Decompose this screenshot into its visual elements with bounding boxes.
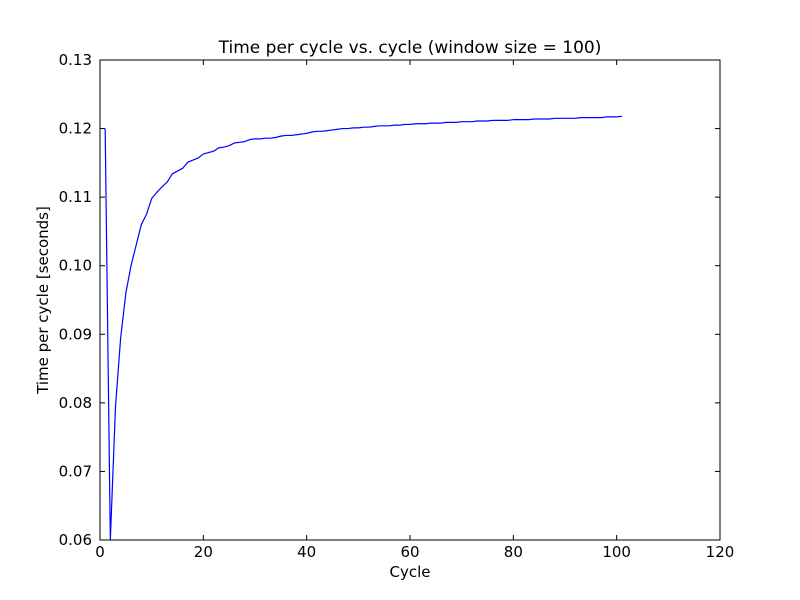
y-tick-label: 0.11 [59,188,92,206]
x-tick-label: 60 [400,543,419,561]
y-tick-label: 0.07 [59,462,92,480]
y-tick-label: 0.09 [59,325,92,343]
x-tick-label: 80 [504,543,523,561]
chart-title: Time per cycle vs. cycle (window size = … [218,38,602,58]
series-line [104,115,622,541]
plot-area [100,60,720,540]
x-tick-label: 40 [297,543,316,561]
x-tick-label: 120 [706,543,735,561]
y-tick-label: 0.06 [59,531,92,549]
plot-frame [99,59,721,541]
y-axis-label: Time per cycle [seconds] [34,206,52,395]
y-tick-label: 0.12 [59,120,92,138]
x-axis-label: Cycle [390,563,431,581]
x-tick-label: 0 [95,543,105,561]
y-tick-label: 0.08 [59,394,92,412]
y-tick-label: 0.10 [59,257,92,275]
y-tick-label: 0.13 [59,51,92,69]
x-tick-label: 100 [602,543,631,561]
x-tick-label: 20 [194,543,213,561]
